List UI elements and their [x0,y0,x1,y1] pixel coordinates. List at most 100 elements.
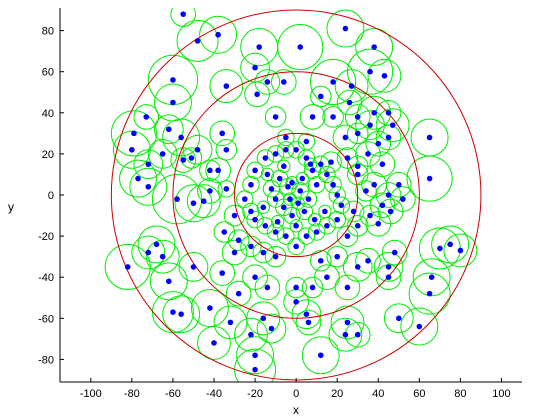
data-point [385,274,392,280]
point-circle [299,104,326,130]
data-point [365,151,371,157]
data-point [317,161,324,167]
point-circle [287,237,305,256]
data-point [281,163,287,170]
data-point [309,114,316,120]
data-point [344,233,351,239]
data-point [143,114,150,120]
x-tick-label: -100 [80,388,102,400]
data-point [252,366,258,373]
point-circle [260,167,275,182]
data-point [426,175,433,182]
data-point [400,196,406,202]
data-point [385,264,392,270]
data-point [276,175,283,182]
data-point [281,204,287,211]
y-tick-label: -80 [38,354,54,366]
data-point [178,311,184,317]
data-point [207,188,213,194]
data-point [324,223,330,229]
data-point [254,91,260,98]
data-point [303,138,310,145]
y-axis-ticks: -80 -60 -40 -20 0 20 40 60 80 [38,26,64,366]
data-point [303,233,310,239]
point-circle [151,173,203,225]
point-circle [355,180,377,202]
data-point [396,315,402,322]
y-axis-label: y [8,200,14,214]
point-circle [246,210,264,229]
data-point [262,223,269,229]
data-point [385,110,392,116]
data-point [375,140,382,147]
data-point [235,290,242,297]
data-point [313,229,320,235]
y-tick-label: 60 [42,67,54,79]
data-point [159,253,166,260]
point-circle [297,149,316,167]
point-circle [318,165,336,184]
data-point [272,253,279,260]
point-circle [375,124,402,151]
data-point [124,264,131,270]
data-point [268,186,275,192]
data-point [231,249,238,256]
point-circle [277,227,295,245]
data-point [342,25,349,32]
data-point [180,157,186,163]
data-point [207,305,213,311]
data-point [334,192,341,198]
data-point [367,212,373,219]
y-tick-label: -60 [38,313,54,325]
point-circle [266,145,285,163]
x-tick-label: -40 [206,388,222,400]
data-point [260,315,267,322]
data-point [283,146,289,153]
data-point [317,93,324,100]
data-point [447,241,453,248]
data-point [190,264,197,270]
data-point [223,83,230,89]
data-point [354,171,361,178]
data-point [344,155,351,161]
point-circle [307,212,322,227]
x-tick-label: 20 [331,388,343,400]
data-point [387,208,394,215]
data-point [416,323,423,330]
data-point [297,188,304,194]
point-circle [209,69,244,104]
data-point [272,151,279,157]
data-point [303,311,310,317]
data-point [252,64,258,71]
data-point [283,233,289,239]
point-circle [336,225,359,247]
data-point [354,114,361,120]
point-circle [110,110,158,157]
point-circle [334,274,361,301]
data-point [426,290,433,297]
point-circle [256,149,275,167]
data-point [293,243,299,250]
data-point [180,11,186,17]
data-point [256,44,262,50]
data-point [437,245,443,252]
point-circle [346,48,394,95]
data-point [272,114,279,120]
data-point [131,130,137,137]
x-tick-label: 40 [372,388,384,400]
data-point [293,284,299,291]
data-point [350,208,357,215]
point-circle [322,106,344,128]
x-tick-label: -20 [247,388,263,400]
data-point [194,38,201,44]
data-point [354,264,361,270]
data-point [293,299,299,305]
data-point [215,31,221,38]
data-point [342,331,349,338]
data-point [248,243,254,250]
point-circle [346,122,369,145]
data-point [375,220,382,227]
point-circle [310,58,357,106]
data-point [317,257,324,264]
